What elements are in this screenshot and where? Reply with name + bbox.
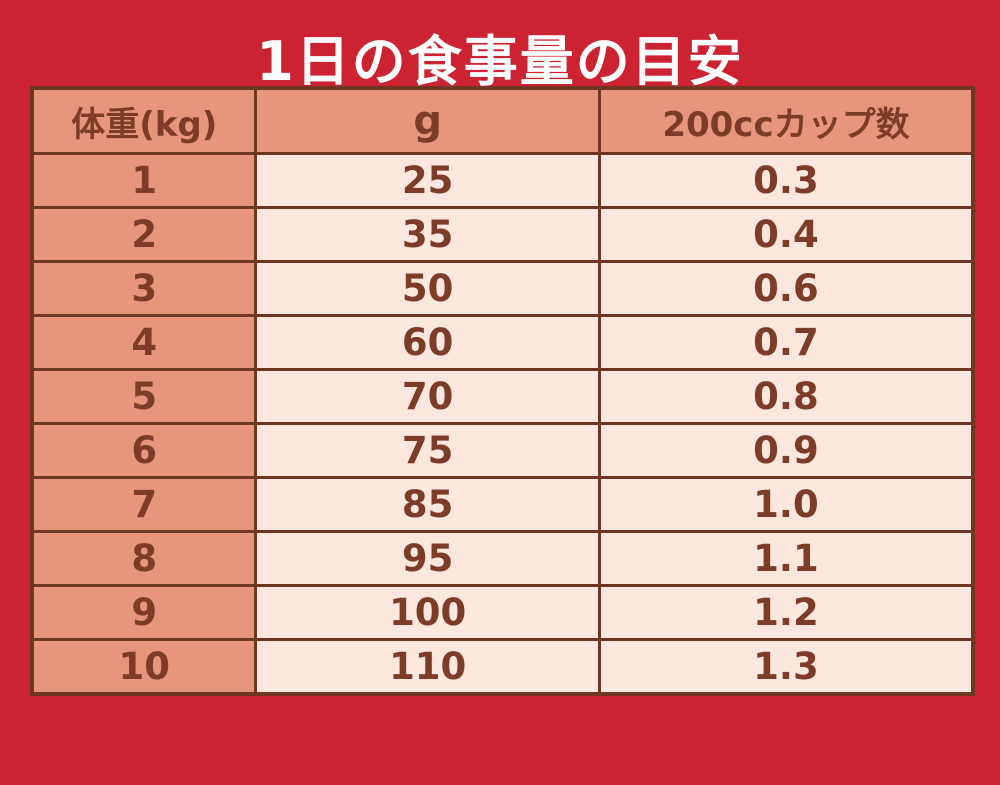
table-body: 1 25 0.3 2 35 0.4 3 50 0.6 4 60 0.7 5 70… bbox=[30, 152, 975, 696]
grams-value: 100 bbox=[254, 584, 601, 641]
table-row: 5 70 0.8 bbox=[30, 368, 975, 425]
column-header-weight: 体重(kg) bbox=[30, 86, 258, 155]
grams-value: 75 bbox=[254, 422, 601, 479]
grams-value: 60 bbox=[254, 314, 601, 371]
table-row: 10 110 1.3 bbox=[30, 638, 975, 696]
table-row: 7 85 1.0 bbox=[30, 476, 975, 533]
table-row: 4 60 0.7 bbox=[30, 314, 975, 371]
grams-value: 50 bbox=[254, 260, 601, 317]
table-row: 2 35 0.4 bbox=[30, 206, 975, 263]
cups-value: 1.2 bbox=[597, 584, 975, 641]
cups-value: 1.3 bbox=[597, 638, 975, 696]
cups-value: 0.8 bbox=[597, 368, 975, 425]
cups-value: 0.6 bbox=[597, 260, 975, 317]
column-header-grams: g bbox=[254, 86, 601, 155]
weight-value: 5 bbox=[30, 368, 258, 425]
table-row: 6 75 0.9 bbox=[30, 422, 975, 479]
grams-value: 95 bbox=[254, 530, 601, 587]
cups-value: 1.0 bbox=[597, 476, 975, 533]
table-row: 9 100 1.2 bbox=[30, 584, 975, 641]
page-title: 1日の食事量の目安 bbox=[256, 30, 744, 93]
grams-value: 70 bbox=[254, 368, 601, 425]
grams-value: 25 bbox=[254, 152, 601, 209]
weight-value: 1 bbox=[30, 152, 258, 209]
weight-value: 9 bbox=[30, 584, 258, 641]
table-row: 8 95 1.1 bbox=[30, 530, 975, 587]
daily-food-amount-table: 体重(kg) g 200ccカップ数 1 25 0.3 2 35 0.4 3 5… bbox=[30, 86, 975, 696]
weight-value: 10 bbox=[30, 638, 258, 696]
table-header-row: 体重(kg) g 200ccカップ数 bbox=[30, 86, 975, 155]
weight-value: 3 bbox=[30, 260, 258, 317]
weight-value: 7 bbox=[30, 476, 258, 533]
weight-value: 8 bbox=[30, 530, 258, 587]
weight-value: 6 bbox=[30, 422, 258, 479]
grams-value: 85 bbox=[254, 476, 601, 533]
table-row: 1 25 0.3 bbox=[30, 152, 975, 209]
weight-value: 2 bbox=[30, 206, 258, 263]
cups-value: 0.4 bbox=[597, 206, 975, 263]
table-row: 3 50 0.6 bbox=[30, 260, 975, 317]
grams-value: 110 bbox=[254, 638, 601, 696]
column-header-cups: 200ccカップ数 bbox=[597, 86, 975, 155]
cups-value: 0.9 bbox=[597, 422, 975, 479]
cups-value: 0.3 bbox=[597, 152, 975, 209]
cups-value: 0.7 bbox=[597, 314, 975, 371]
weight-value: 4 bbox=[30, 314, 258, 371]
cups-value: 1.1 bbox=[597, 530, 975, 587]
grams-value: 35 bbox=[254, 206, 601, 263]
